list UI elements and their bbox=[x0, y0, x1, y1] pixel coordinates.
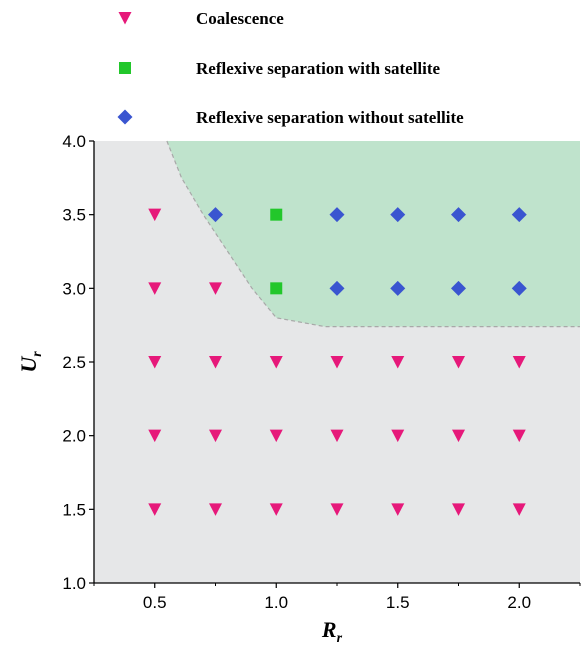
data-point-triangle-down bbox=[391, 429, 405, 443]
legend-marker-square bbox=[119, 62, 131, 74]
data-point-triangle-down bbox=[512, 503, 526, 516]
data-point-triangle-down bbox=[512, 429, 526, 443]
data-point-diamond bbox=[329, 280, 345, 296]
y-tick-label: 3.0 bbox=[62, 279, 86, 298]
data-point-diamond bbox=[451, 207, 466, 223]
data-point-diamond bbox=[329, 207, 345, 223]
data-point-diamond bbox=[208, 207, 223, 223]
x-tick-label: 2.0 bbox=[507, 593, 531, 612]
legend: Coalescence Reflexive separation with sat… bbox=[117, 9, 464, 127]
legend-item: Coalescence bbox=[118, 9, 284, 28]
legend-label: Reflexive separation with satellite bbox=[196, 59, 441, 78]
data-point-diamond bbox=[511, 280, 527, 296]
data-point-triangle-down bbox=[330, 503, 344, 516]
x-axis-label-main: R bbox=[321, 617, 337, 642]
data-points bbox=[148, 207, 527, 516]
data-point-triangle-down bbox=[269, 429, 283, 443]
data-point-triangle-down bbox=[391, 356, 405, 369]
data-point-triangle-down bbox=[452, 429, 465, 443]
region-boundary-line bbox=[166, 140, 580, 328]
data-point-triangle-down bbox=[330, 429, 344, 443]
y-tick-label: 1.5 bbox=[62, 500, 86, 519]
data-point-triangle-down bbox=[148, 282, 162, 295]
reflexive-separation-region bbox=[166, 141, 580, 327]
data-point-square bbox=[270, 208, 283, 221]
data-point-diamond bbox=[390, 280, 406, 296]
x-tick-label: 1.5 bbox=[386, 593, 410, 612]
y-tick-label: 4.0 bbox=[62, 132, 86, 151]
data-point-triangle-down bbox=[148, 503, 162, 516]
data-point-triangle-down bbox=[330, 356, 344, 369]
y-tick-label: 1.0 bbox=[62, 574, 86, 593]
y-tick-label: 2.0 bbox=[62, 427, 86, 446]
legend-item: Reflexive separation with satellite bbox=[119, 59, 441, 78]
data-point-triangle-down bbox=[209, 282, 222, 295]
y-tick-label: 2.5 bbox=[62, 353, 86, 372]
data-point-diamond bbox=[511, 207, 527, 223]
data-point-triangle-down bbox=[209, 503, 222, 516]
data-point-diamond bbox=[451, 280, 466, 296]
axes: 0.5 1.0 1.5 2.0 1.0 1.5 2.0 2.5 3.0 3.5 4.0 bbox=[62, 132, 581, 612]
data-point-diamond bbox=[390, 207, 406, 223]
data-point-triangle-down bbox=[209, 356, 222, 369]
x-tick-label: 1.0 bbox=[264, 593, 288, 612]
x-axis-label-sub: r bbox=[337, 631, 343, 646]
data-point-triangle-down bbox=[452, 503, 465, 516]
data-point-triangle-down bbox=[209, 429, 222, 443]
legend-item: Reflexive separation without satellite bbox=[117, 108, 464, 127]
data-point-triangle-down bbox=[269, 356, 283, 369]
data-point-triangle-down bbox=[269, 503, 283, 516]
data-point-triangle-down bbox=[148, 429, 162, 443]
legend-label: Reflexive separation without satellite bbox=[196, 108, 464, 127]
y-tick-label: 3.5 bbox=[62, 206, 86, 225]
data-point-triangle-down bbox=[148, 208, 162, 222]
data-point-triangle-down bbox=[452, 356, 465, 369]
legend-marker-triangle-down bbox=[118, 12, 132, 25]
data-point-square bbox=[270, 282, 283, 295]
y-axis-label-main: U bbox=[16, 356, 41, 373]
data-point-triangle-down bbox=[391, 503, 405, 516]
y-axis-label: Ur bbox=[16, 351, 45, 373]
x-axis-label: Rr bbox=[321, 617, 343, 646]
data-point-triangle-down bbox=[148, 356, 162, 369]
x-tick-label: 0.5 bbox=[143, 593, 167, 612]
legend-label: Coalescence bbox=[196, 9, 284, 28]
data-point-triangle-down bbox=[512, 356, 526, 369]
legend-marker-diamond bbox=[117, 109, 133, 125]
y-axis-label-sub: r bbox=[30, 351, 45, 357]
